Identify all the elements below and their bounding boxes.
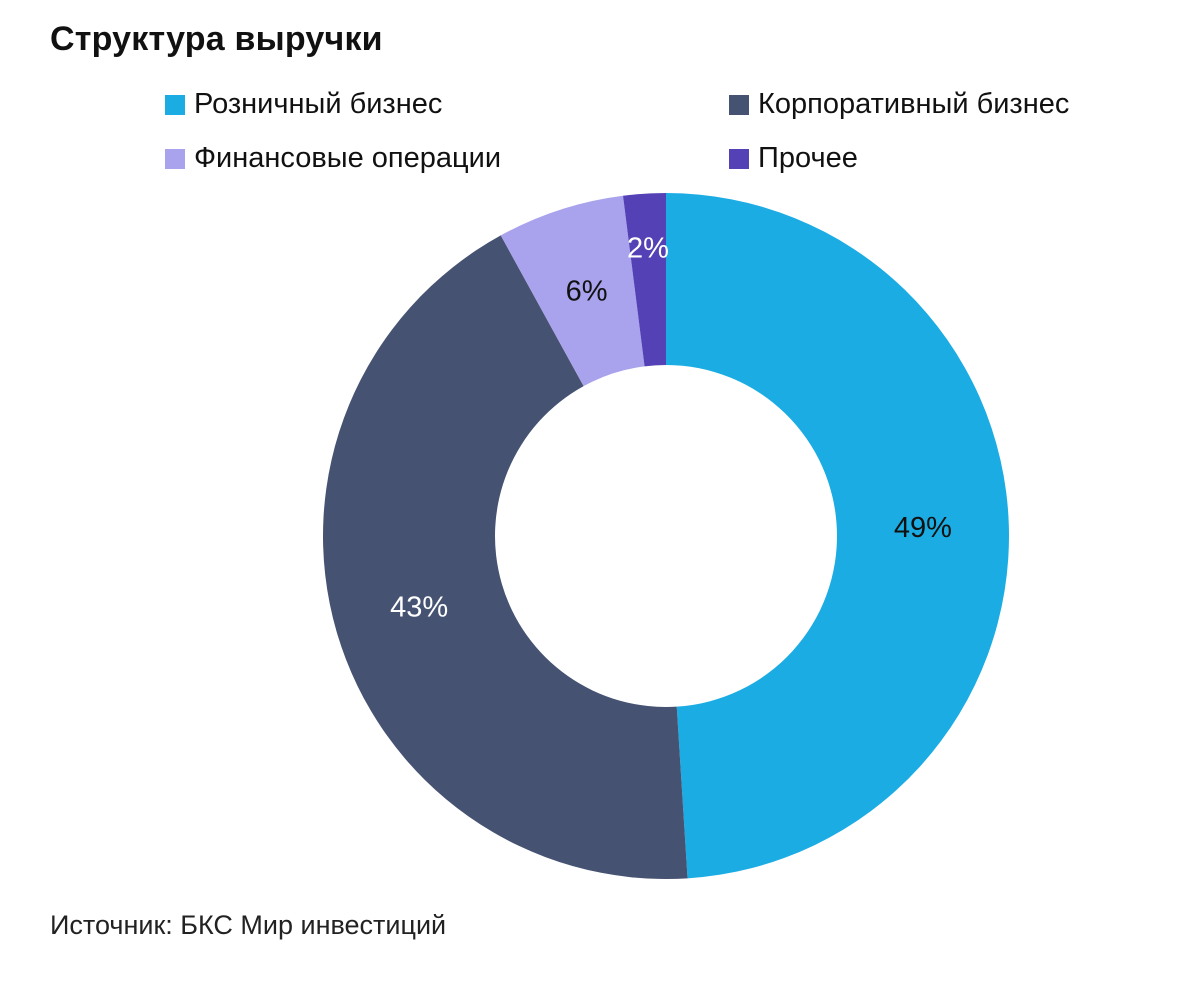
data-label-financial: 6% xyxy=(566,276,608,308)
legend-swatch-other xyxy=(729,148,749,169)
chart-title: Структура выручки xyxy=(50,20,383,58)
legend-item-corporate: Корпоративный бизнес xyxy=(729,88,1069,121)
donut-slice-corporate xyxy=(322,235,688,879)
donut-slice-retail xyxy=(666,193,1010,879)
donut-slice-other xyxy=(623,193,666,367)
chart-legend: Розничный бизнес Корпоративный бизнес Фи… xyxy=(0,0,1200,190)
legend-item-other: Прочее xyxy=(729,142,858,175)
legend-label-retail: Розничный бизнес xyxy=(194,88,443,120)
donut-slice-financial xyxy=(500,195,645,387)
source-note: Источник: БКС Мир инвестиций xyxy=(50,910,447,940)
legend-item-financial: Финансовые операции xyxy=(165,142,501,175)
data-label-corporate: 43% xyxy=(390,592,448,624)
legend-label-other: Прочее xyxy=(758,142,858,174)
legend-label-financial: Финансовые операции xyxy=(194,142,502,174)
legend-label-corporate: Корпоративный бизнес xyxy=(758,88,1070,120)
legend-item-retail: Розничный бизнес xyxy=(165,88,442,121)
data-label-retail: 49% xyxy=(894,512,952,544)
legend-swatch-financial xyxy=(165,148,185,169)
legend-swatch-retail xyxy=(165,94,185,115)
legend-swatch-corporate xyxy=(729,94,749,115)
data-label-other: 2% xyxy=(627,233,669,265)
